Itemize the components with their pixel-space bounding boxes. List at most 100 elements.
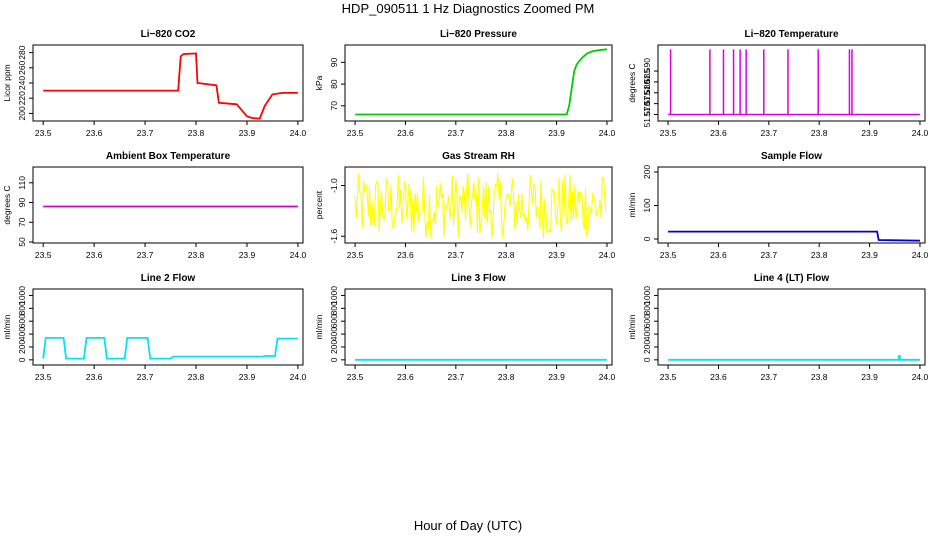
x-tick-label: 23.5 [35,128,52,138]
x-tick-label: 23.6 [397,250,414,260]
plot-frame [657,44,926,122]
x-tick-label: 24.0 [290,372,307,382]
x-tick-label: 23.7 [761,128,778,138]
y-axis-label: ml/min [627,192,637,217]
x-tick-label: 24.0 [599,250,616,260]
x-tick-label: 23.6 [710,250,727,260]
x-tick-label: 23.5 [347,250,364,260]
y-tick-label: 0 [329,357,339,362]
y-tick-label: 90 [329,57,339,67]
x-tick-label: 24.0 [912,372,929,382]
chart-title: Line 4 (LT) Flow [754,273,830,284]
x-tick-label: 23.5 [660,250,677,260]
series-line [668,230,921,242]
series-line [42,336,298,360]
figure-title: HDP_090511 1 Hz Diagnostics Zoomed PM [341,1,595,16]
x-tick-label: 23.6 [397,372,414,382]
chart-title: Li−820 CO2 [141,29,196,40]
x-tick-label: 23.6 [86,372,103,382]
y-tick-label: 240 [17,76,27,90]
y-tick-label: 800 [642,301,652,315]
chart-panel-3: Li−820 Temperature degrees C 23.5 23.6 23.7 2… [627,29,929,138]
x-tick-label: 23.8 [811,250,828,260]
x-tick-label: 23.7 [448,372,465,382]
y-axis-label: kPa [314,75,324,90]
chart-panel-6: Sample Flow ml/min 23.5 23.6 23.7 23.8 23.9 24.… [627,151,929,260]
x-axis-title: Hour of Day (UTC) [413,518,523,533]
x-tick-label: 23.8 [811,372,828,382]
y-tick-label: -1.6 [329,229,339,244]
x-tick-label: 23.5 [35,372,52,382]
y-axis-label: degrees C [2,185,12,224]
x-tick-label: 23.9 [861,250,878,260]
series-line [668,355,920,361]
y-tick-label: 200 [642,340,652,354]
x-tick-label: 23.5 [660,128,677,138]
y-axis-label: percent [314,190,324,219]
plot-frame [344,288,613,366]
chart-title: Li−820 Pressure [440,29,517,40]
x-tick-label: 23.6 [86,128,103,138]
x-tick-label: 23.5 [35,250,52,260]
y-tick-label: 51.585 [642,69,652,95]
y-tick-label: 600 [642,314,652,328]
x-tick-label: 23.6 [710,372,727,382]
x-tick-label: 23.5 [347,128,364,138]
y-axis-label: ml/min [314,314,324,339]
y-tick-label: 400 [17,327,27,341]
chart-panel-4: Ambient Box Temperature degrees C 23.5 23.6… [2,151,306,260]
chart-title: Ambient Box Temperature [106,151,231,162]
x-tick-label: 24.0 [912,128,929,138]
x-tick-label: 23.9 [548,250,565,260]
x-tick-label: 23.9 [861,372,878,382]
y-tick-label: 100 [642,198,652,212]
x-tick-label: 23.9 [548,372,565,382]
series-line [43,52,298,120]
y-tick-label: 0 [642,357,652,362]
y-tick-label: 400 [642,327,652,341]
x-tick-label: 23.8 [188,250,205,260]
y-tick-label: 1000 [329,286,339,305]
y-tick-label: 200 [642,165,652,179]
chart-panel-9: Line 4 (LT) Flow ml/min 23.5 23.6 23.7 23.8 23… [627,273,929,382]
y-tick-label: 110 [17,176,27,190]
plot-frame [32,166,304,244]
x-tick-label: 23.7 [137,128,154,138]
y-axis-label: Licor ppm [2,64,12,101]
chart-panel-2: Li−820 Pressure kPa 23.5 23.6 23.7 23.8 23.9 24… [314,29,616,138]
y-tick-label: 51.580 [642,80,652,106]
y-axis-label: ml/min [2,314,12,339]
x-tick-label: 24.0 [912,250,929,260]
y-axis-label: ml/min [627,314,637,339]
plot-frame [344,166,613,244]
y-tick-label: 51.575 [642,90,652,116]
chart-panel-7: Line 2 Flow ml/min 23.5 23.6 23.7 23.8 23.9 24.… [2,273,306,382]
x-tick-label: 23.7 [137,250,154,260]
y-tick-label: 1000 [17,286,27,305]
x-tick-label: 24.0 [290,250,307,260]
y-tick-label: 80 [329,79,339,89]
x-tick-label: 23.8 [498,128,515,138]
chart-panel-8: Line 3 Flow ml/min 23.5 23.6 23.7 23.8 23.9 24.… [314,273,616,382]
y-tick-label: 220 [17,91,27,105]
series-line [355,48,608,116]
x-tick-label: 23.8 [188,128,205,138]
x-tick-label: 24.0 [599,128,616,138]
plot-frame [657,166,926,244]
y-tick-label: 1000 [642,286,652,305]
x-tick-label: 23.9 [239,372,256,382]
y-tick-label: 0 [17,357,27,362]
x-tick-label: 23.8 [811,128,828,138]
x-tick-label: 23.8 [498,250,515,260]
y-tick-label: 600 [329,314,339,328]
y-tick-label: 200 [17,106,27,120]
x-tick-label: 24.0 [290,128,307,138]
x-tick-label: 24.0 [599,372,616,382]
chart-title: Line 3 Flow [451,273,506,284]
x-tick-label: 23.8 [498,372,515,382]
y-tick-label: 600 [17,314,27,328]
y-tick-label: -1.0 [329,178,339,193]
y-tick-label: 70 [329,101,339,111]
